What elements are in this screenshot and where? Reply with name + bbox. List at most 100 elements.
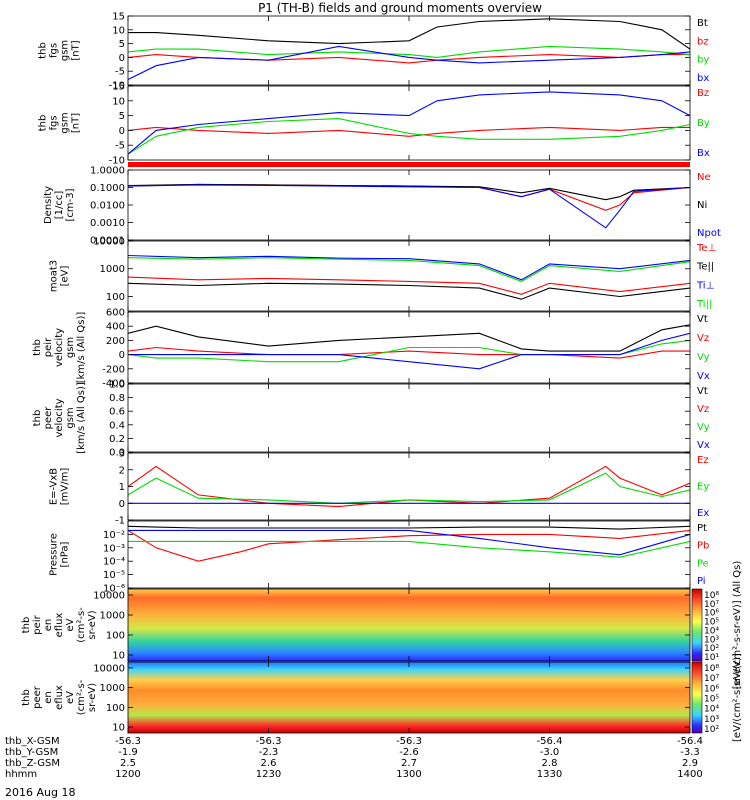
ylabel-line: peer (32, 685, 43, 709)
legend-Ne: Ne (697, 172, 711, 183)
series-lines (128, 254, 690, 300)
ytick-label: 100 (106, 703, 125, 714)
series-Bz (128, 126, 690, 137)
legend-Vy: Vy (697, 422, 710, 433)
panel-6: Vt Vz Vy Vx 1.0 0.8 0.6 0.4 0.2 0.0 thb peer velocit… (32, 380, 710, 459)
series-Pb (128, 529, 690, 562)
ylabel-line: (cm²-s- (76, 679, 87, 715)
panel-frame (127, 452, 691, 521)
ylabel-line: sr-eV) (87, 683, 98, 712)
ytick-label: 0.4 (109, 420, 125, 431)
panel-frame (127, 383, 691, 453)
ylabel-line: [cm-3] (65, 188, 76, 221)
legend-By: By (697, 118, 710, 129)
ytick-label: 5 (119, 111, 125, 122)
series-lines (128, 324, 690, 370)
ylabel-line: peer (43, 406, 54, 430)
axis-tick-y_gsm: -3.3 (680, 747, 700, 758)
ytick-label: -200 (102, 364, 125, 375)
ytick-label: 10⁻⁵ (103, 570, 125, 581)
ytick-label: 10000 (93, 663, 125, 674)
ylabel-line: thb (21, 689, 32, 706)
ylabel-line: peir (43, 337, 54, 357)
series-Ne (128, 183, 690, 211)
legend-Vt: Vt (697, 314, 708, 325)
colorbar-tick: 10⁸ (704, 664, 719, 674)
ylabel-line: (cm²-s- (76, 607, 87, 643)
ytick-label: 200 (106, 336, 125, 347)
series-bx (128, 45, 690, 80)
ytick-label: 10⁻⁶ (103, 584, 125, 595)
legend-Ni: Ni (697, 200, 707, 211)
legend-Vx: Vx (697, 371, 710, 382)
series-Pi (128, 529, 690, 556)
ytick-label: 1000 (100, 264, 125, 275)
legend-bx: bx (697, 73, 709, 84)
series-by (128, 45, 690, 58)
ylabel-line: en (43, 691, 54, 704)
colorbar-tick: 10³ (704, 635, 719, 645)
legend-Pe: Pe (697, 558, 709, 569)
colorbar-tick: 10⁴ (704, 705, 719, 715)
ytick-label: 10 (112, 723, 125, 734)
legend-Ex: Ex (697, 508, 709, 519)
ylabel-line: velocity (54, 328, 65, 367)
panel-5: Vt Vz Vy Vx 600 400 200 0 -200 -400 thb peir velocit… (32, 308, 710, 390)
colorbar-tick: 10² (704, 725, 719, 735)
colorbar-tick: 10³ (704, 715, 719, 725)
ylabel-line: [nT] (71, 40, 82, 60)
axis-row-label: thb_Z-GSM (5, 758, 60, 769)
ytick-label: -5 (115, 141, 125, 152)
axis-row-label: thb_X-GSM (5, 736, 60, 747)
ytick-label: 0.2 (109, 434, 125, 445)
axis-tick-hhmm: 1330 (537, 769, 562, 780)
ytick-label: -5 (115, 67, 125, 78)
ytick-label: 0 (119, 53, 125, 64)
series-Pe (128, 540, 690, 558)
panel-frame (127, 520, 691, 589)
series-Ey (128, 472, 690, 504)
ytick-label: 0.0100 (90, 201, 125, 212)
ylabel-line: thb (38, 42, 49, 59)
axis-tick-y_gsm: -2.6 (399, 747, 419, 758)
series-Vx (128, 332, 690, 370)
panel-3: Ne Ni Npot 1.0000 0.1000 0.0100 0.0010 0.0001 De… (43, 166, 721, 247)
series-Te⊥ (128, 276, 690, 295)
ylabel-line: peir (32, 614, 43, 634)
ytick-label: 1000 (100, 683, 125, 694)
colorbar-tick: 10⁸ (704, 591, 719, 601)
axis-tick-z_gsm: 2.5 (120, 758, 136, 769)
ylabel-line: eV (65, 618, 76, 631)
ytick-label: 10000 (93, 237, 125, 248)
series-Bt (128, 18, 690, 50)
ytick-label: 15 (112, 12, 125, 23)
ylabel-line: eV (65, 691, 76, 704)
legend-Bx: Bx (697, 148, 710, 159)
colorbar-tick: 10⁷ (704, 600, 719, 610)
series-Vy (128, 339, 690, 363)
ylabel-line: thb (38, 115, 49, 132)
ytick-label: 10⁻³ (103, 543, 125, 554)
axis-tick-x_gsm: -56.4 (677, 736, 703, 747)
legend-Ez: Ez (697, 455, 709, 466)
series-Ti|| (128, 257, 690, 283)
legend-Vx: Vx (697, 440, 710, 451)
mode-bar (128, 162, 690, 167)
colorbar-tick: 10¹ (704, 653, 719, 663)
axis-tick-z_gsm: 2.7 (401, 758, 417, 769)
ylabel-line: fgs (49, 115, 60, 130)
legend-Vy: Vy (697, 352, 710, 363)
series-Ti⊥ (128, 254, 690, 281)
ylabel-line: moat3 (49, 260, 60, 292)
ylabel-line: thb (32, 339, 43, 356)
axis-tick-hhmm: 1200 (115, 769, 140, 780)
series-Ez (128, 465, 690, 508)
ytick-label: 15 (112, 82, 125, 93)
colorbar-tick: 10⁶ (704, 684, 719, 694)
legend-Bz: Bz (697, 88, 709, 99)
ylabel-line: [nT] (71, 113, 82, 133)
panel-frame (127, 169, 691, 241)
ylabel-line: en (43, 619, 54, 632)
ytick-label: 0.0001 (90, 236, 125, 247)
